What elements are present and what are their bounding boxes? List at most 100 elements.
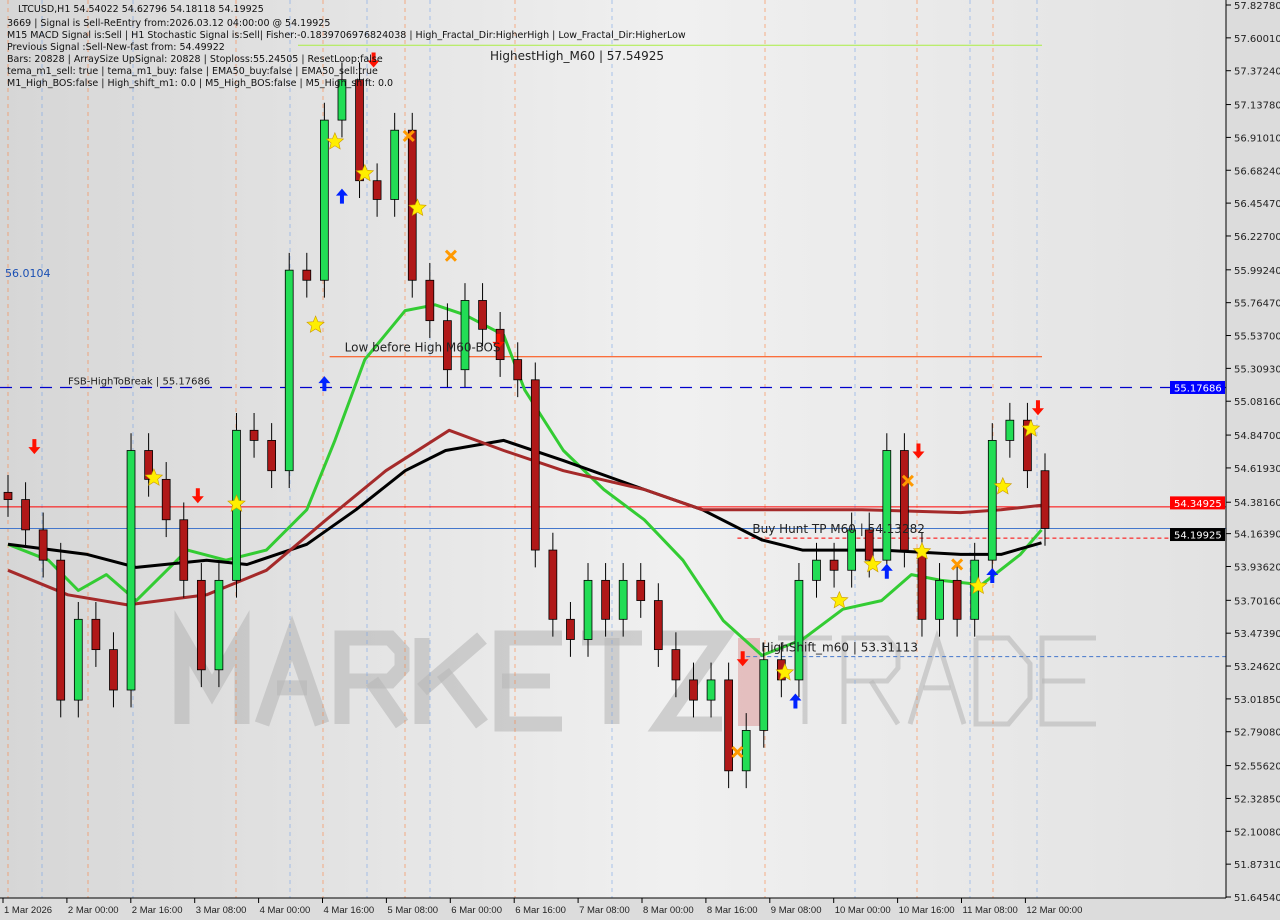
level-labels: HighestHigh_M60 | 57.54925 Low before Hig…	[68, 49, 925, 654]
bear-candle	[530, 379, 540, 551]
time-tick-label: 1 Mar 2026	[4, 905, 52, 916]
down-arrow-icon	[736, 651, 749, 667]
level-label: HighShift_m60 | 53.31113	[761, 641, 918, 655]
bull-candle	[1005, 419, 1015, 441]
watermark-letter	[907, 629, 967, 725]
cross-icon	[444, 249, 457, 262]
up-arrow-icon	[880, 563, 893, 579]
price-tick-label: 56.68240	[1234, 166, 1280, 177]
level-label: FSB-HighToBreak | 55.17686	[68, 376, 210, 387]
bear-candle	[443, 320, 452, 371]
star-icon	[830, 590, 849, 609]
bull-candle	[882, 450, 892, 561]
bull-candle	[390, 129, 400, 200]
price-tick-label: 51.87310	[1234, 860, 1280, 871]
bear-candle	[513, 359, 523, 381]
price-tick-label: 57.13780	[1234, 101, 1280, 112]
info-line-1: 3669 | Signal is Sell-ReEntry from:2026.…	[7, 18, 331, 29]
watermark-letter	[437, 667, 488, 729]
bull-candle	[794, 579, 804, 681]
time-tick-label: 2 Mar 00:00	[68, 905, 119, 916]
watermark-letter	[841, 635, 901, 724]
bear-candle	[109, 649, 118, 691]
price-tick-label: 54.16390	[1234, 530, 1280, 541]
bull-candle	[741, 730, 751, 772]
bull-candle	[618, 579, 628, 620]
bull-candle	[706, 679, 716, 701]
cross-icon	[731, 745, 744, 759]
cross-stroke	[901, 474, 914, 487]
star-icon	[355, 163, 375, 182]
cross-stroke	[951, 558, 964, 571]
down-arrow-icon	[191, 488, 204, 504]
star-icon	[968, 576, 988, 595]
info-line-2: M15 MACD Signal is:Sell | H1 Stochastic …	[7, 30, 686, 41]
bear-candle	[917, 549, 927, 620]
price-tick-label: 57.60010	[1234, 34, 1280, 45]
time-tick-label: 3 Mar 08:00	[196, 905, 247, 916]
cross-icon	[951, 558, 964, 571]
time-tick-label: 10 Mar 16:00	[899, 905, 955, 916]
time-tick-label: 4 Mar 16:00	[324, 905, 375, 916]
bear-candle	[3, 491, 13, 500]
price-tick-label: 54.84700	[1234, 431, 1280, 442]
bull-candle	[337, 79, 347, 121]
watermark-letter	[868, 679, 901, 726]
price-tick-label: 57.37240	[1234, 67, 1280, 78]
level-label: Buy Hunt TP M60 | 54.13282	[752, 522, 924, 536]
down-arrow-icon	[912, 443, 925, 459]
price-tick-label: 57.82780	[1234, 1, 1280, 12]
time-tick-label: 6 Mar 16:00	[515, 905, 566, 916]
up-arrow-icon	[986, 568, 999, 584]
watermark-letter	[973, 635, 1033, 727]
bear-candle	[179, 519, 189, 581]
cross-icon	[402, 129, 415, 143]
bear-candle	[249, 429, 259, 441]
bull-candle	[847, 529, 857, 571]
star-icon	[306, 315, 325, 333]
time-tick-label: 10 Mar 00:00	[835, 905, 891, 916]
time-tick-label: 2 Mar 16:00	[132, 905, 183, 916]
bear-candle	[724, 679, 733, 772]
price-tags: 55.17686 54.34925 54.19925	[1170, 380, 1225, 542]
price-axis[interactable]: 57.82780 57.60010 57.37240 57.13780 56.91010…	[1226, 1, 1280, 904]
bear-candle	[689, 679, 698, 701]
star-icon	[993, 476, 1013, 495]
bull-candle	[812, 559, 821, 581]
bull-candle	[935, 579, 944, 620]
price-tick-label: 53.24620	[1234, 662, 1280, 673]
bear-candle	[425, 279, 435, 322]
bear-candle	[671, 649, 681, 681]
price-tick-label: 52.79080	[1234, 728, 1280, 739]
watermark-letter	[254, 615, 330, 727]
time-tick-label: 5 Mar 08:00	[387, 905, 438, 916]
time-axis[interactable]: 1 Mar 2026 2 Mar 00:00 2 Mar 16:00 3 Mar 08…	[2, 898, 1082, 916]
price-tag	[1170, 380, 1225, 394]
info-line-3: Previous Signal :Sell-New-fast from: 54.…	[7, 42, 225, 53]
up-arrow-icon	[335, 188, 348, 204]
down-arrow-icon	[492, 333, 505, 349]
up-arrow-icon	[789, 693, 802, 709]
price-tick-label: 53.70160	[1234, 596, 1280, 607]
price-tick-label: 54.38160	[1234, 498, 1280, 509]
info-line-6: M1_High_BOS:false | High_shift_m1: 0.0 |…	[7, 78, 394, 89]
info-line-4: Bars: 20828 | ArraySize UpSignal: 20828 …	[7, 54, 383, 65]
star-icon	[144, 468, 164, 486]
watermark-letter	[365, 676, 409, 729]
star-icon	[775, 662, 795, 681]
time-tick-label: 8 Mar 00:00	[643, 905, 694, 916]
bull-candle	[214, 579, 224, 671]
price-tick-label: 56.22700	[1234, 232, 1280, 243]
bull-candle	[73, 618, 83, 701]
time-tick-label: 9 Mar 08:00	[771, 905, 822, 916]
info-line-5: tema_m1_sell: true | tema_m1_buy: false …	[7, 66, 378, 77]
bear-candle	[1023, 419, 1032, 472]
time-tick-label: 8 Mar 16:00	[707, 905, 758, 916]
cross-stroke	[444, 249, 457, 262]
time-tick-label: 6 Mar 00:00	[451, 905, 502, 916]
price-tick-label: 55.99240	[1234, 266, 1280, 277]
bull-candle	[284, 269, 294, 472]
watermark-letter	[174, 610, 250, 724]
bear-candle	[636, 579, 646, 601]
